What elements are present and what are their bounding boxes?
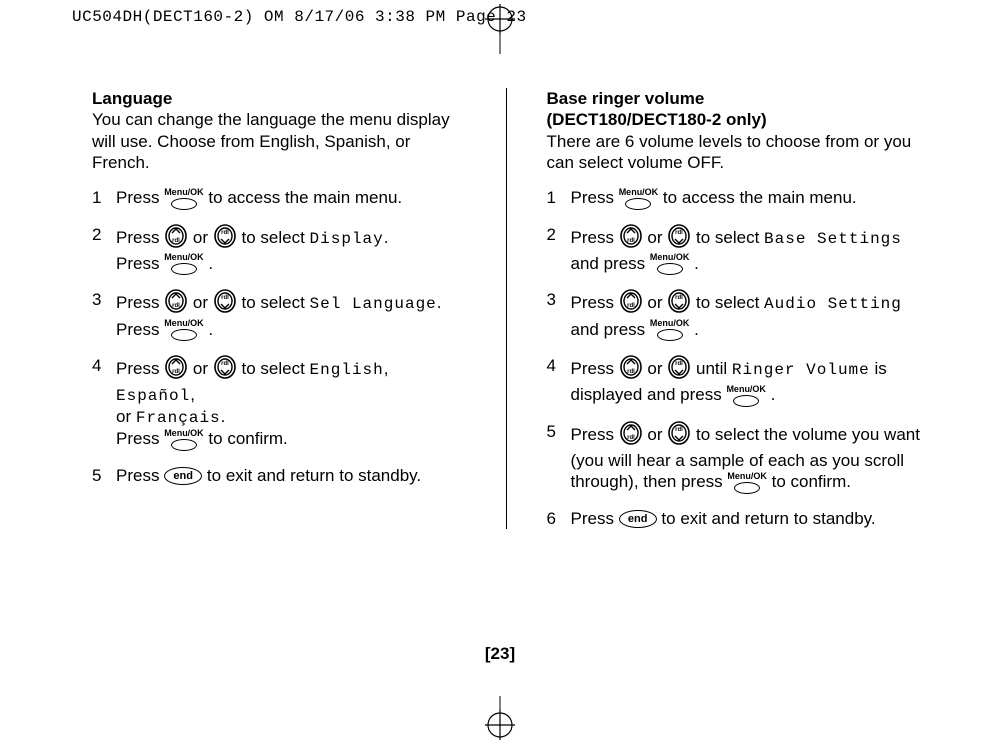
end-icon: end [164,467,202,485]
page-number: [23] [0,644,1000,664]
right-step-1: 1 Press Menu/OK to access the main menu. [547,187,921,210]
nav-down-icon [213,289,237,318]
left-step-1: 1 Press Menu/OK to access the main menu. [92,187,466,210]
menu-ok-icon: Menu/OK [650,253,690,275]
step-number: 3 [92,289,108,341]
menu-ok-icon: Menu/OK [164,319,204,341]
step-number: 5 [92,465,108,486]
step-number: 4 [547,355,563,407]
step-number: 1 [547,187,563,210]
nav-up-icon [164,355,188,384]
menu-ringer-volume: Ringer Volume [732,361,870,379]
step-number: 5 [547,421,563,494]
nav-down-icon [213,355,237,384]
nav-down-icon [667,289,691,318]
right-step-4: 4 Press or until Ringer Volume is displa… [547,355,921,407]
step-number: 6 [547,508,563,529]
crop-mark-top [485,4,515,34]
menu-audio-setting: Audio Setting [764,295,902,313]
nav-up-icon [164,224,188,253]
right-step-3: 3 Press or to select Audio Setting and p… [547,289,921,341]
page-content: Language You can change the language the… [92,88,920,686]
right-title-1: Base ringer volume [547,89,705,108]
right-title-2: (DECT180/DECT180-2 only) [547,110,767,129]
menu-ok-icon: Menu/OK [650,319,690,341]
step-number: 4 [92,355,108,451]
nav-down-icon [667,224,691,253]
menu-sel-language: Sel Language [310,295,437,313]
crop-mark-bottom [485,710,515,740]
menu-base-settings: Base Settings [764,230,902,248]
menu-ok-icon: Menu/OK [619,188,659,210]
menu-francais: Français [136,409,221,427]
right-step-2: 2 Press or to select Base Settings and p… [547,224,921,276]
print-header: UC504DH(DECT160-2) OM 8/17/06 3:38 PM Pa… [72,8,527,26]
step-number: 1 [92,187,108,210]
menu-english: English [310,361,384,379]
right-intro: There are 6 volume levels to choose from… [547,132,912,172]
step-number: 3 [547,289,563,341]
right-step-6: 6 Press end to exit and return to standb… [547,508,921,529]
menu-espanol: Español [116,387,190,405]
menu-ok-icon: Menu/OK [164,253,204,275]
end-icon: end [619,510,657,528]
nav-down-icon [667,355,691,384]
menu-ok-icon: Menu/OK [726,385,766,407]
left-step-5: 5 Press end to exit and return to standb… [92,465,466,486]
nav-up-icon [619,224,643,253]
nav-down-icon [667,421,691,450]
step-number: 2 [547,224,563,276]
crop-line-top [500,34,501,54]
nav-up-icon [619,421,643,450]
left-step-2: 2 Press or to select Display. Press Menu… [92,224,466,276]
left-column: Language You can change the language the… [92,88,466,529]
nav-down-icon [213,224,237,253]
right-column: Base ringer volume (DECT180/DECT180-2 on… [547,88,921,529]
left-step-4: 4 Press or to select English, Español, o… [92,355,466,451]
menu-ok-icon: Menu/OK [164,429,204,451]
menu-display: Display [310,230,384,248]
menu-ok-icon: Menu/OK [727,472,767,494]
nav-up-icon [619,289,643,318]
step-number: 2 [92,224,108,276]
nav-up-icon [619,355,643,384]
right-step-5: 5 Press or to select the volume you want… [547,421,921,494]
left-step-3: 3 Press or to select Sel Language. Press… [92,289,466,341]
menu-ok-icon: Menu/OK [164,188,204,210]
nav-up-icon [164,289,188,318]
column-divider [506,88,507,529]
left-intro: You can change the language the menu dis… [92,110,450,172]
left-title: Language [92,89,172,108]
